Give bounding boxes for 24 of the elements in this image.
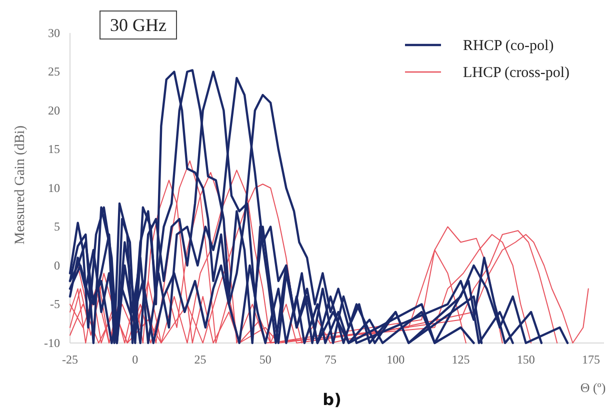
- x-tick-label: 125: [452, 352, 470, 367]
- y-axis-title: Measured Gain (dBi): [13, 125, 28, 244]
- x-tick-label: 75: [324, 352, 336, 367]
- y-tick-label: 0: [54, 258, 60, 272]
- x-tick-label: 50: [259, 352, 272, 367]
- chart-title: 30 GHz: [110, 15, 166, 35]
- x-tick-label: -25: [62, 352, 78, 367]
- y-tick-label: 20: [48, 103, 60, 118]
- y-tick-label: -10: [44, 336, 60, 350]
- text: b): [322, 390, 342, 409]
- x-tick-label: 150: [516, 352, 535, 367]
- x-tick-label: 0: [132, 352, 138, 367]
- x-axis-title: Θ (º): [580, 380, 606, 395]
- x-tick-label: 100: [386, 352, 405, 367]
- y-tick-label: -5: [50, 297, 60, 312]
- y-tick-label: 25: [48, 64, 60, 79]
- y-tick-label: 10: [48, 180, 60, 195]
- y-tick-label: 30: [48, 26, 60, 40]
- x-tick-label: 25: [194, 352, 206, 367]
- legend-label: RHCP (co-pol): [463, 38, 554, 54]
- y-tick-label: 15: [48, 142, 60, 156]
- legend-label: LHCP (cross-pol): [463, 65, 570, 81]
- x-tick-label: 175: [582, 352, 600, 367]
- y-tick-label: 5: [54, 220, 60, 234]
